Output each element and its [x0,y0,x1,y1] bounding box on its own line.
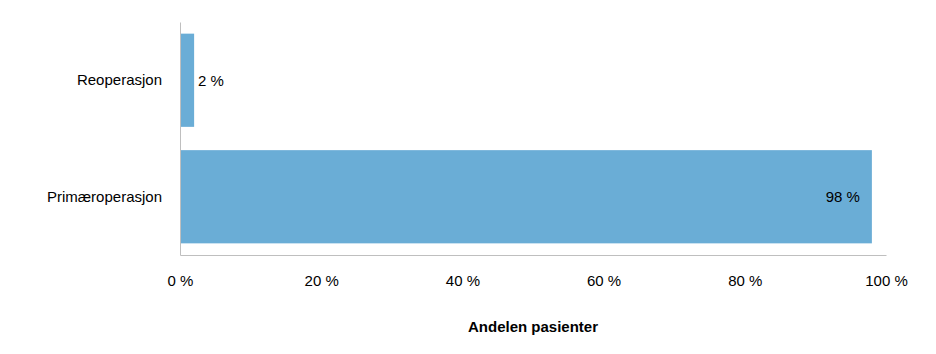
data-label: 98 % [826,188,860,205]
x-axis: 0 % 20 % 40 % 60 % 80 % 100 % [168,255,908,289]
chart: 0 % 20 % 40 % 60 % 80 % 100 % Reoperasjon Primæ… [0,0,936,354]
x-tick: 100 % [865,255,908,289]
y-tick: Primæroperasjon [47,188,180,205]
y-tick: Reoperasjon [77,71,180,88]
y-tick-label: Reoperasjon [77,71,162,88]
data-labels: 2 % 98 % [198,72,860,206]
x-tick-label: 100 % [865,272,908,289]
x-axis-title: Andelen pasienter [468,318,598,335]
bar [180,34,194,127]
x-tick: 0 % [168,255,194,289]
x-axis-line [181,255,887,256]
y-axis-line [180,23,181,256]
y-tick-label: Primæroperasjon [47,188,162,205]
data-label: 2 % [198,72,224,89]
x-tick-label: 60 % [587,272,621,289]
plot: 0 % 20 % 40 % 60 % 80 % 100 % Reoperasjon Primæ… [47,23,908,289]
x-tick-label: 0 % [168,272,194,289]
x-tick-label: 80 % [728,272,762,289]
bars [180,34,872,244]
x-tick-label: 40 % [446,272,480,289]
y-axis: Reoperasjon Primæroperasjon [47,23,181,256]
bar [180,150,872,243]
x-tick: 80 % [728,255,762,289]
x-tick: 40 % [446,255,480,289]
x-tick: 60 % [587,255,621,289]
x-tick-label: 20 % [305,272,339,289]
x-tick: 20 % [305,255,339,289]
